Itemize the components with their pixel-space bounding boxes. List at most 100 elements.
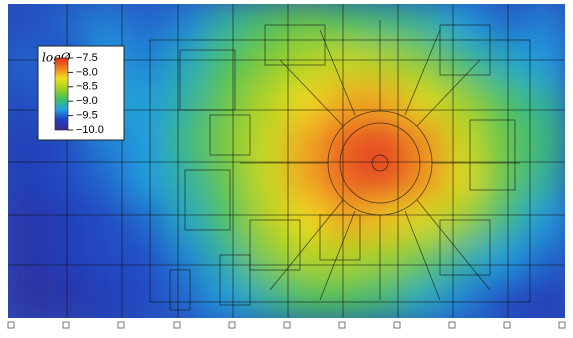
heat-cell (365, 238, 407, 280)
heat-cell (404, 160, 447, 202)
colorbar-tick-label: −8.0 (76, 66, 98, 78)
heat-cell (166, 199, 208, 241)
heat-cell (245, 4, 288, 45)
heat-cell (8, 4, 49, 45)
heat-cell (205, 238, 248, 280)
heat-cell (245, 81, 288, 123)
heat-cell (365, 4, 407, 45)
colorbar (54, 57, 69, 131)
heat-cell (285, 120, 328, 162)
heat-cell (484, 4, 527, 45)
heat-cell (325, 277, 368, 318)
heat-cell (285, 4, 328, 45)
legend: logØ −7.5−8.0−8.5−9.0−9.5−10.0 (37, 45, 125, 141)
heat-cell (205, 277, 248, 318)
heat-cell (46, 160, 89, 202)
heat-cell (245, 120, 288, 162)
heat-cell (46, 199, 89, 241)
heat-cell (325, 160, 368, 202)
heat-cell (126, 199, 169, 241)
heat-cell (484, 81, 527, 123)
heat-cell (365, 120, 407, 162)
heat-cell (365, 160, 407, 202)
x-axis-boxes (7, 321, 566, 329)
heat-cell (365, 81, 407, 123)
heat-cell (166, 120, 208, 162)
heat-cell (404, 277, 447, 318)
heat-cell (46, 277, 89, 318)
heat-cell (365, 42, 407, 84)
heat-cell (205, 199, 248, 241)
heat-cell (86, 238, 129, 280)
heat-cell (8, 199, 49, 241)
heat-cell (484, 199, 527, 241)
floor-plan (8, 4, 565, 318)
heat-cell (285, 160, 328, 202)
heat-cell (8, 277, 49, 318)
heat-cell (126, 277, 169, 318)
heat-cell (166, 81, 208, 123)
heat-cell (86, 277, 129, 318)
heat-cell (444, 238, 487, 280)
heat-cell (484, 277, 527, 318)
heat-cell (205, 42, 248, 84)
heat-cell (126, 42, 169, 84)
heat-cell (166, 160, 208, 202)
colorbar-tick-label: −9.5 (76, 110, 98, 122)
colorbar-tick-label: −9.0 (76, 95, 98, 107)
heat-cell (205, 81, 248, 123)
heat-cell (126, 120, 169, 162)
heat-cell (325, 42, 368, 84)
heat-cell (444, 81, 487, 123)
heat-cell (524, 4, 565, 45)
colorbar-tick-label: −10.0 (76, 124, 104, 136)
colorbar-tick-label: −7.5 (76, 52, 98, 64)
heat-cell (484, 160, 527, 202)
heat-cell (205, 120, 248, 162)
colorbar-tick-label: −8.5 (76, 81, 98, 93)
heat-cell (404, 120, 447, 162)
heat-cell (484, 120, 527, 162)
heat-cell (86, 4, 129, 45)
heat-cell (444, 160, 487, 202)
heat-cell (365, 277, 407, 318)
heat-cell (524, 42, 565, 84)
heat-cell (245, 42, 288, 84)
heat-cell (325, 81, 368, 123)
heat-cell (245, 277, 288, 318)
heat-cell (166, 238, 208, 280)
legend-box (37, 45, 125, 141)
heat-cell (285, 277, 328, 318)
heat-cell (46, 4, 89, 45)
heat-cell (126, 4, 169, 45)
heat-cell (8, 160, 49, 202)
heat-cell (444, 120, 487, 162)
heatmap (8, 4, 565, 318)
heat-cell (325, 4, 368, 45)
heat-cell (245, 160, 288, 202)
heat-cell (524, 238, 565, 280)
heat-cell (484, 238, 527, 280)
heat-cell (524, 120, 565, 162)
heat-cell (166, 277, 208, 318)
heat-cell (46, 238, 89, 280)
heat-cell (166, 42, 208, 84)
heat-cell (205, 160, 248, 202)
heat-cell (484, 42, 527, 84)
heat-cell (524, 277, 565, 318)
heat-cell (365, 199, 407, 241)
heat-cell (325, 238, 368, 280)
heat-cell (126, 81, 169, 123)
heat-cell (166, 4, 208, 45)
heat-cell (245, 238, 288, 280)
heat-cell (444, 42, 487, 84)
heat-cell (444, 277, 487, 318)
heat-cell (8, 238, 49, 280)
heat-cell (86, 199, 129, 241)
heat-cell (126, 238, 169, 280)
heat-cell (285, 42, 328, 84)
heat-cell (524, 199, 565, 241)
heat-cell (444, 4, 487, 45)
heat-cell (524, 160, 565, 202)
